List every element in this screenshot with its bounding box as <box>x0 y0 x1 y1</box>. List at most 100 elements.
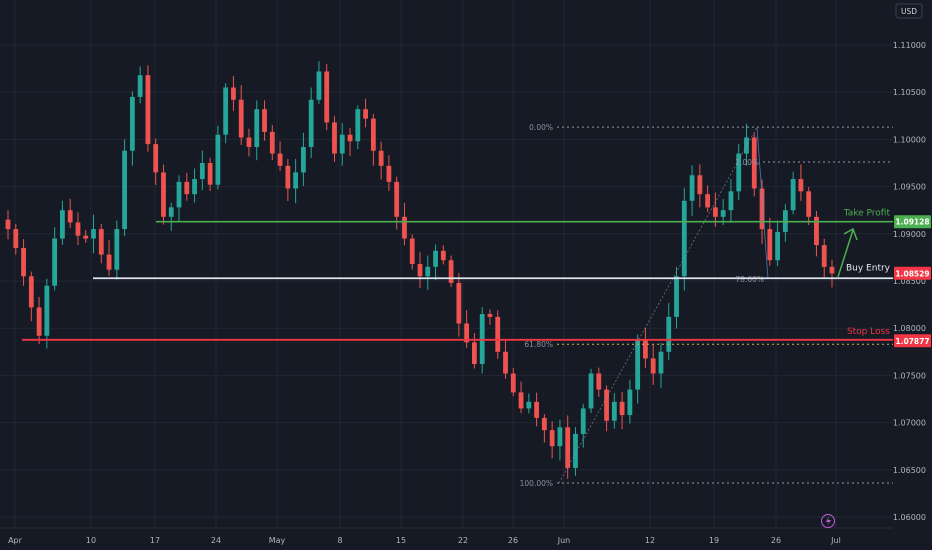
candle-body <box>767 229 773 261</box>
stop-loss-label: Stop Loss <box>847 327 890 337</box>
candle-body <box>681 200 687 277</box>
candle <box>402 202 407 246</box>
candle <box>52 227 58 291</box>
candle <box>316 61 322 104</box>
candle-body <box>674 276 679 317</box>
candle-body <box>91 229 96 239</box>
candle <box>557 419 563 461</box>
candle-body <box>277 153 283 166</box>
candle <box>231 75 236 111</box>
candle <box>790 171 796 215</box>
candle-body <box>402 216 407 239</box>
candle-body <box>246 137 252 147</box>
candle <box>643 328 648 368</box>
candle-body <box>728 191 734 211</box>
candle <box>495 310 501 359</box>
candle-body <box>456 282 462 324</box>
x-tick-label: 8 <box>337 536 342 545</box>
candle <box>433 244 438 281</box>
candle <box>681 188 687 291</box>
candle-body <box>60 210 65 239</box>
x-tick-label: 24 <box>211 536 221 545</box>
buy-entry-price-tag <box>894 266 931 280</box>
x-tick-label: Jun <box>557 536 571 545</box>
candle <box>137 66 143 104</box>
candle-body <box>13 229 19 248</box>
candle <box>518 381 524 414</box>
candle <box>386 155 392 191</box>
candle <box>720 199 726 226</box>
candle <box>254 100 260 161</box>
candle <box>650 344 656 385</box>
candle <box>238 85 244 145</box>
candle <box>199 150 205 191</box>
candle-body <box>798 179 804 192</box>
candle <box>534 392 540 427</box>
lightning-icon[interactable] <box>821 514 835 528</box>
candle <box>129 91 135 166</box>
candle <box>541 414 547 443</box>
candle <box>184 172 190 201</box>
candle <box>417 252 423 288</box>
candle-body <box>293 172 299 189</box>
price-axis: 1.11000 1.10500 1.10000 1.09500 1.09000 1.085… <box>893 0 932 550</box>
candle-body <box>44 285 50 336</box>
candles <box>5 61 835 479</box>
candle <box>440 245 446 265</box>
candle <box>425 255 431 290</box>
x-tick-label: 17 <box>150 536 160 545</box>
candle <box>28 271 34 322</box>
candle <box>549 421 555 459</box>
candle-body <box>347 134 353 142</box>
candle-body <box>238 99 244 138</box>
candle-body <box>106 254 112 270</box>
stop-loss-price-tag-text: 1.07877 <box>895 337 929 346</box>
candle-body <box>697 175 703 195</box>
candle-body <box>316 71 322 100</box>
candle-body <box>83 235 89 239</box>
candle <box>332 116 337 162</box>
candle <box>145 65 151 152</box>
x-tick-label: 10 <box>86 536 96 545</box>
candle-body <box>775 231 780 261</box>
candle <box>821 238 827 279</box>
candle-body <box>705 194 711 208</box>
candle-body <box>52 238 58 286</box>
candle-body <box>510 373 516 393</box>
candle <box>744 123 749 166</box>
candle-body <box>114 229 120 270</box>
candle <box>658 342 664 389</box>
candle <box>767 217 773 266</box>
candle <box>503 339 508 379</box>
x-tick-label: 22 <box>458 536 468 545</box>
x-tick-label: Apr <box>8 536 23 545</box>
candle <box>75 212 81 245</box>
fib-entry-label: 78.60% <box>735 275 764 284</box>
candle-body <box>153 144 159 173</box>
candle <box>526 393 532 414</box>
candle-body <box>541 417 547 431</box>
candle <box>573 427 578 476</box>
candle-body <box>75 222 81 236</box>
candle-body <box>573 433 578 468</box>
candle <box>565 415 571 479</box>
candle-body <box>689 175 695 201</box>
candle <box>510 367 516 397</box>
candle <box>666 303 672 361</box>
candle <box>122 139 128 237</box>
candle-body <box>712 207 718 217</box>
candle-body <box>5 219 11 230</box>
candle-body <box>464 323 470 343</box>
candle-body <box>806 191 812 217</box>
candle <box>106 239 112 276</box>
x-tick-label: May <box>269 536 286 545</box>
candle <box>619 391 625 430</box>
candle <box>324 63 330 131</box>
y-tick-label: 1.11000 <box>893 41 926 50</box>
candle <box>13 223 19 255</box>
take-profit-price-tag <box>894 215 931 229</box>
candle <box>588 368 594 413</box>
candle-body <box>759 188 765 230</box>
